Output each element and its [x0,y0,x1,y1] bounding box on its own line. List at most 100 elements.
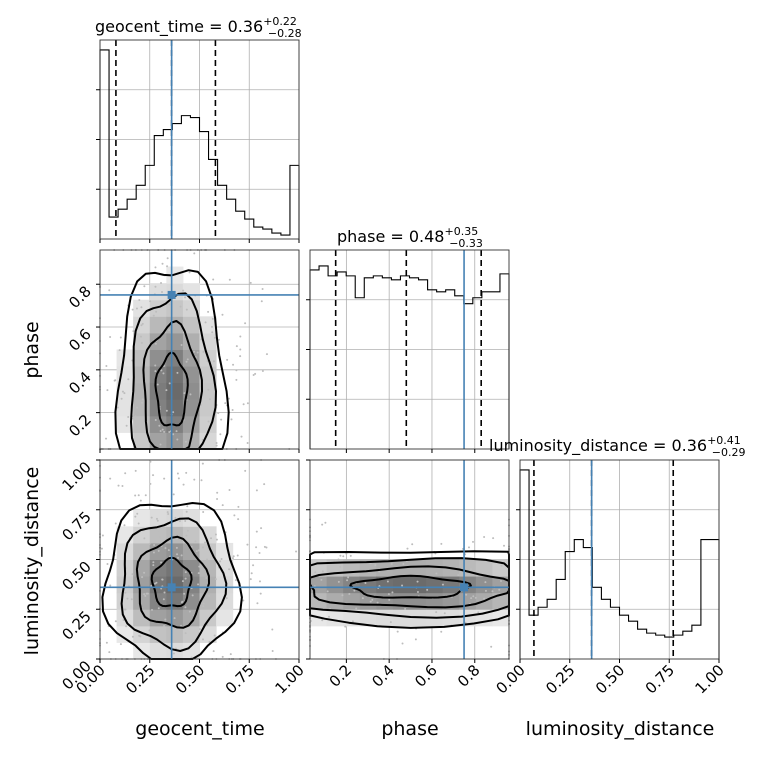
luminosity_distance-vs-geocent_time-sample-point [108,651,111,654]
title-luminosity-distance-plus: +0.41 [707,434,741,447]
luminosity_distance-vs-geocent_time-sample-point [183,592,186,595]
luminosity_distance-vs-geocent_time-sample-point [137,522,140,525]
luminosity_distance-vs-geocent_time-sample-point [150,516,153,519]
phase-vs-geocent_time-sample-point [252,373,255,376]
luminosity_distance-vs-geocent_time-density-cell [133,576,151,594]
phase-vs-geocent_time-sample-point [118,349,121,352]
luminosity_distance-vs-phase-truth-point [460,583,469,592]
luminosity_distance-vs-geocent_time-sample-point [137,494,140,497]
histograms [99,49,720,659]
phase-vs-geocent_time-sample-point [154,419,157,422]
luminosity_distance-vs-geocent_time-sample-point [236,554,239,557]
phase-vs-geocent_time-sample-point [105,437,108,440]
luminosity_distance-vs-geocent_time-sample-point [144,494,147,497]
luminosity_distance-vs-geocent_time-sample-point [191,594,194,597]
luminosity_distance-vs-phase-sample-point [339,554,342,557]
phase-ytick-label: 0.8 [65,282,95,312]
geocent_time-xtick-label: 0.50 [172,661,208,697]
luminosity_distance-vs-phase-sample-point [378,570,381,573]
luminosity_distance-vs-phase-sample-point [390,562,393,565]
luminosity_distance-vs-geocent_time-density-cell [149,526,167,544]
phase-vs-geocent_time-sample-point [196,351,199,354]
luminosity_distance-vs-geocent_time-density-cell [182,576,200,594]
phase-vs-geocent_time-sample-point [235,378,238,381]
phase-vs-geocent_time-density-cell [166,332,184,350]
luminosity_distance-vs-geocent_time-sample-point [105,641,108,644]
phase-vs-geocent_time-density-cell [166,432,184,450]
phase-vs-geocent_time-density-cell [149,316,167,334]
phase-vs-geocent_time-sample-point [152,314,155,317]
luminosity_distance-vs-geocent_time-sample-point [158,536,161,539]
luminosity_distance-vs-geocent_time-sample-point [130,598,133,601]
phase-vs-geocent_time-density-cell [182,316,200,334]
phase-vs-geocent_time-sample-point [159,443,162,446]
luminosity_distance-vs-phase-sample-point [339,565,342,568]
luminosity_distance-vs-phase-density-cell [442,576,460,594]
luminosity_distance-vs-geocent_time-sample-point [201,462,204,465]
phase-vs-geocent_time-sample-point [219,433,222,436]
luminosity_distance-vs-phase-sample-point [500,564,503,567]
luminosity_distance-vs-geocent_time-sample-point [134,515,137,518]
phase-vs-geocent_time-sample-point [120,397,123,400]
luminosity_distance-vs-phase-sample-point [401,642,404,645]
luminosity_distance-vs-geocent_time-sample-point [185,534,188,537]
luminosity_distance-vs-phase-sample-point [498,588,501,591]
phase-vs-geocent_time-sample-point [123,392,126,395]
phase-vs-geocent_time-sample-point [242,403,245,406]
luminosity_distance-vs-geocent_time-sample-point [106,563,109,566]
phase-vs-geocent_time-sample-point [160,282,163,285]
phase-vs-geocent_time-sample-point [185,308,188,311]
luminosity_distance-vs-geocent_time-density-cell [133,542,151,560]
luminosity_distance-vs-geocent_time-sample-point [184,571,187,574]
luminosity_distance-vs-phase-density-cell [392,592,410,610]
luminosity_distance-vs-geocent_time-density-cell [182,559,200,577]
truth-markers [100,40,593,659]
luminosity_distance-vs-geocent_time-sample-point [210,537,213,540]
luminosity_distance-vs-geocent_time-sample-point [190,656,193,659]
luminosity_distance-vs-geocent_time-sample-point [152,564,155,567]
luminosity_distance-vs-phase-sample-point [327,615,330,618]
title-phase-median: 0.48 [409,227,445,246]
ylabel-luminosity-distance: luminosity_distance [21,467,43,656]
luminosity_distance-vs-geocent_time-density-cell [166,592,184,610]
luminosity_distance-vs-geocent_time-sample-point [144,594,147,597]
title-phase-minus: −0.33 [449,237,483,250]
luminosity_distance-vs-geocent_time-sample-point [152,474,155,477]
luminosity_distance-vs-geocent_time-sample-point [263,483,266,486]
luminosity_distance-vs-geocent_time-sample-point [172,493,175,496]
luminosity_distance-vs-geocent_time-sample-point [205,577,208,580]
phase-vs-geocent_time-density-cell [199,432,217,450]
luminosity_distance-vs-geocent_time-sample-point [167,640,170,643]
luminosity_distance-vs-geocent_time-sample-point [271,649,274,652]
luminosity_distance-vs-phase-sample-point [324,521,327,524]
luminosity_distance-vs-geocent_time-sample-point [157,607,160,610]
phase-histogram [309,265,510,449]
luminosity_distance-vs-phase-sample-point [465,593,468,596]
luminosity_distance-vs-geocent_time-sample-point [258,580,261,583]
phase-vs-geocent_time-sample-point [125,424,128,427]
phase-vs-geocent_time-sample-point [165,389,168,392]
phase-vs-geocent_time-sample-point [134,415,137,418]
phase-vs-geocent_time-sample-point [172,411,175,414]
luminosity_distance-vs-geocent_time-sample-point [164,618,167,621]
geocent_time-histogram [99,49,300,239]
luminosity_distance-vs-phase-sample-point [477,611,480,614]
phase-vs-geocent_time-density-cell [116,349,134,367]
luminosity_distance-vs-geocent_time-sample-point [184,519,187,522]
phase-vs-geocent_time-sample-point [168,303,171,306]
luminosity_distance-vs-geocent_time-sample-point [228,568,231,571]
phase-vs-geocent_time-sample-point [175,430,178,433]
phase-vs-geocent_time-sample-point [143,285,146,288]
luminosity_distance-vs-phase-sample-point [443,612,446,615]
luminosity_distance-vs-phase-sample-point [353,589,356,592]
luminosity_distance-vs-geocent_time-sample-point [175,546,178,549]
luminosity_distance-vs-geocent_time-sample-point [100,547,103,550]
phase-vs-geocent_time-sample-point [265,353,268,356]
luminosity_distance-vs-geocent_time-density-cell [166,642,184,660]
luminosity_distance-vs-geocent_time-contour-2 [120,517,228,652]
luminosity_distance-vs-phase-sample-point [426,588,429,591]
phase-vs-geocent_time-sample-point [260,300,263,303]
luminosity_distance-vs-geocent_time-sample-point [237,505,240,508]
phase-vs-geocent_time-sample-point [168,329,171,332]
geocent_time-xtick-label: 1.00 [271,661,307,697]
